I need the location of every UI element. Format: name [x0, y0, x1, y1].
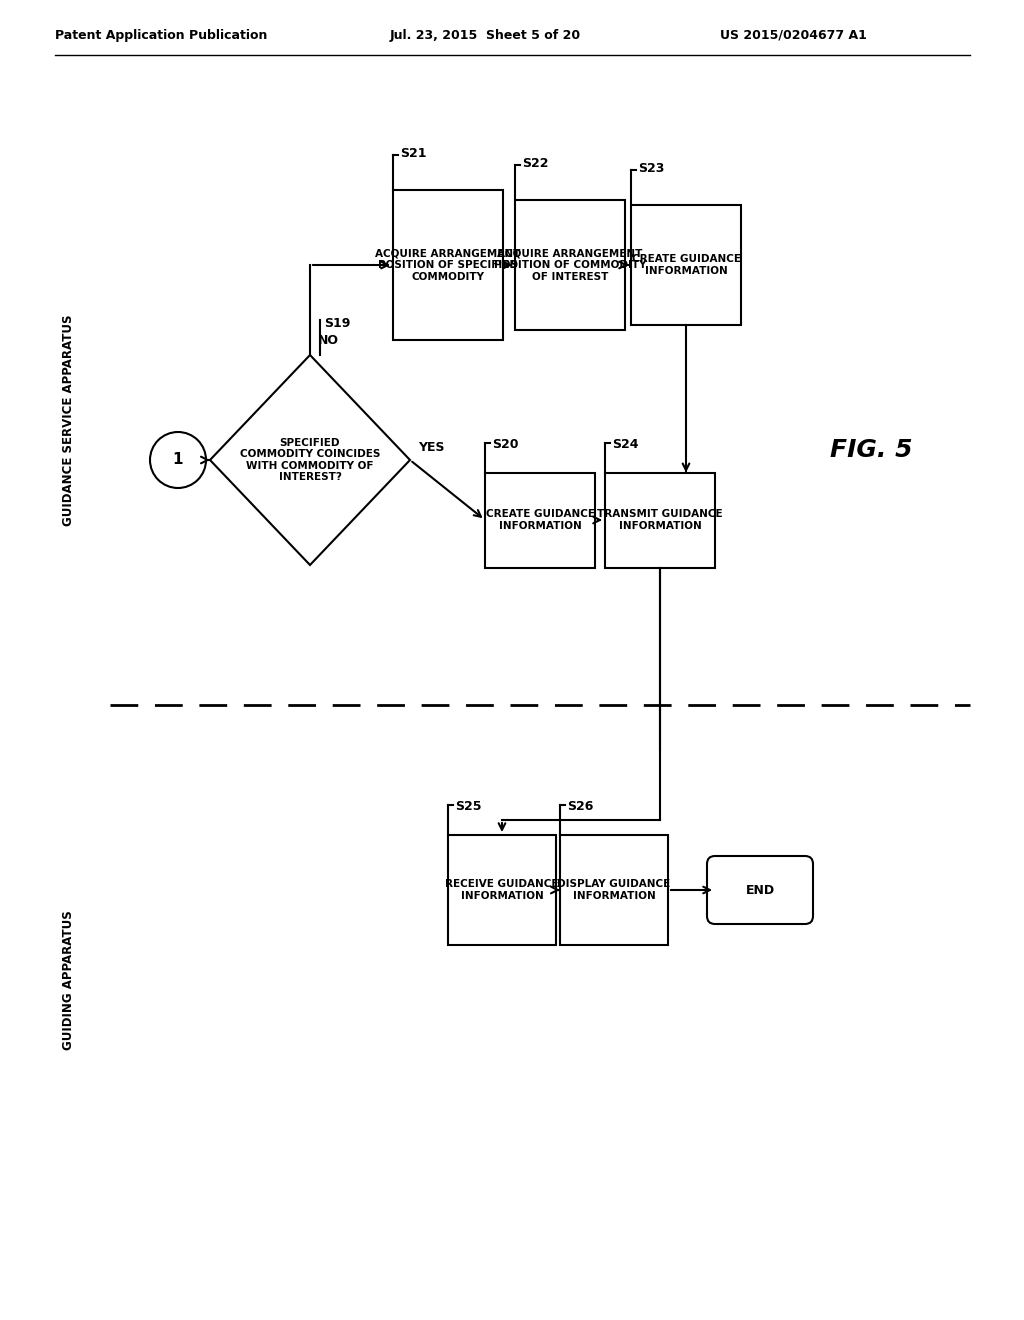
FancyBboxPatch shape — [560, 836, 668, 945]
Text: US 2015/0204677 A1: US 2015/0204677 A1 — [720, 29, 867, 41]
Text: RECEIVE GUIDANCE
INFORMATION: RECEIVE GUIDANCE INFORMATION — [445, 879, 559, 900]
Text: ACQUIRE ARRANGEMENT
POSITION OF COMMODITY
OF INTEREST: ACQUIRE ARRANGEMENT POSITION OF COMMODIT… — [494, 248, 646, 281]
Text: DISPLAY GUIDANCE
INFORMATION: DISPLAY GUIDANCE INFORMATION — [557, 879, 671, 900]
Circle shape — [150, 432, 206, 488]
FancyBboxPatch shape — [707, 855, 813, 924]
Text: NO: NO — [318, 334, 339, 347]
Text: CREATE GUIDANCE
INFORMATION: CREATE GUIDANCE INFORMATION — [485, 510, 595, 531]
FancyBboxPatch shape — [631, 205, 741, 325]
Text: 1: 1 — [173, 453, 183, 467]
Text: YES: YES — [418, 441, 444, 454]
Text: S24: S24 — [612, 437, 639, 450]
Text: S22: S22 — [522, 157, 549, 170]
Text: S21: S21 — [400, 147, 427, 160]
Text: S23: S23 — [638, 162, 665, 176]
FancyBboxPatch shape — [449, 836, 556, 945]
Text: S20: S20 — [492, 437, 518, 450]
FancyBboxPatch shape — [485, 473, 595, 568]
Text: SPECIFIED
COMMODITY COINCIDES
WITH COMMODITY OF
INTEREST?: SPECIFIED COMMODITY COINCIDES WITH COMMO… — [240, 438, 380, 482]
FancyBboxPatch shape — [605, 473, 715, 568]
Text: Jul. 23, 2015  Sheet 5 of 20: Jul. 23, 2015 Sheet 5 of 20 — [390, 29, 582, 41]
Text: END: END — [745, 883, 774, 896]
Text: TRANSMIT GUIDANCE
INFORMATION: TRANSMIT GUIDANCE INFORMATION — [597, 510, 723, 531]
Text: Patent Application Publication: Patent Application Publication — [55, 29, 267, 41]
Text: GUIDANCE SERVICE APPARATUS: GUIDANCE SERVICE APPARATUS — [61, 314, 75, 525]
Text: S25: S25 — [455, 800, 481, 813]
Text: S19: S19 — [324, 317, 350, 330]
FancyBboxPatch shape — [515, 201, 625, 330]
Text: ACQUIRE ARRANGEMENT
POSITION OF SPECIFIED
COMMODITY: ACQUIRE ARRANGEMENT POSITION OF SPECIFIE… — [376, 248, 520, 281]
Text: CREATE GUIDANCE
INFORMATION: CREATE GUIDANCE INFORMATION — [632, 255, 740, 276]
Text: GUIDING APPARATUS: GUIDING APPARATUS — [61, 909, 75, 1049]
Text: S26: S26 — [567, 800, 593, 813]
Polygon shape — [210, 355, 410, 565]
Text: FIG. 5: FIG. 5 — [830, 438, 912, 462]
FancyBboxPatch shape — [393, 190, 503, 341]
